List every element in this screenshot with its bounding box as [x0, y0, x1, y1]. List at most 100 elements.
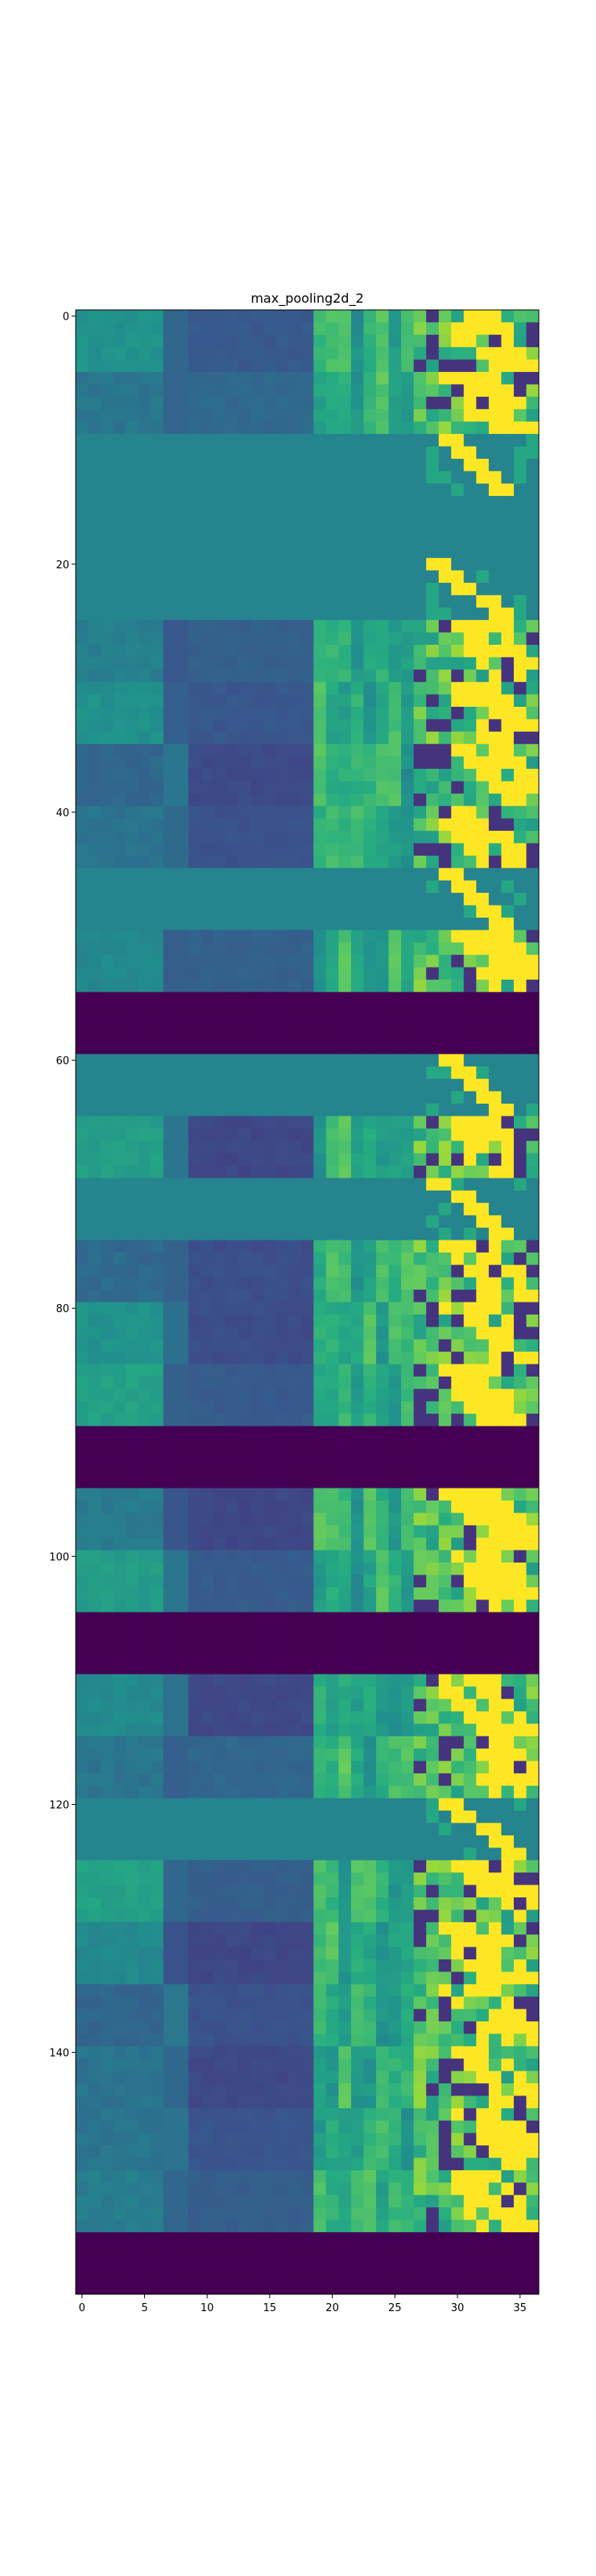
- heatmap-cell: [375, 334, 389, 348]
- heatmap-cell: [88, 1240, 101, 1253]
- heatmap-cell: [413, 359, 427, 373]
- heatmap-cell: [476, 1922, 490, 1935]
- heatmap-cell: [226, 1624, 239, 1637]
- heatmap-cell: [88, 1463, 101, 1476]
- heatmap-cell: [163, 1724, 176, 1737]
- heatmap-cell: [338, 421, 352, 435]
- heatmap-cell: [188, 880, 201, 894]
- heatmap-cell: [526, 1922, 540, 1935]
- heatmap-cell: [388, 657, 402, 671]
- heatmap-cell: [288, 967, 302, 980]
- heatmap-cell: [476, 1872, 490, 1885]
- heatmap-cell: [76, 1352, 89, 1364]
- heatmap-cell: [513, 1215, 527, 1228]
- heatmap-cell: [488, 955, 502, 968]
- heatmap-cell: [226, 1302, 239, 1315]
- heatmap-cell: [163, 1290, 176, 1302]
- heatmap-cell: [76, 496, 89, 509]
- heatmap-cell: [513, 1909, 527, 1923]
- heatmap-cell: [113, 508, 126, 522]
- heatmap-cell: [438, 1376, 452, 1389]
- heatmap-cell: [388, 1389, 402, 1402]
- heatmap-cell: [201, 1302, 214, 1315]
- heatmap-cell: [426, 570, 440, 584]
- heatmap-cell: [413, 582, 427, 596]
- heatmap-cell: [101, 1686, 114, 1699]
- heatmap-cell: [163, 1277, 176, 1290]
- heatmap-cell: [275, 1240, 289, 1253]
- heatmap-cell: [151, 818, 164, 832]
- heatmap-cell: [338, 682, 352, 695]
- heatmap-cell: [250, 769, 264, 782]
- heatmap-cell: [325, 1079, 339, 1092]
- heatmap-cell: [350, 1265, 364, 1278]
- heatmap-cell: [126, 1624, 139, 1637]
- heatmap-cell: [476, 595, 490, 609]
- heatmap-cell: [213, 1352, 226, 1364]
- heatmap-cell: [375, 1153, 389, 1166]
- heatmap-cell: [188, 756, 201, 770]
- heatmap-cell: [363, 1178, 377, 1191]
- heatmap-cell: [325, 1575, 339, 1588]
- heatmap-cell: [375, 1166, 389, 1179]
- heatmap-cell: [238, 1190, 251, 1203]
- heatmap-cell: [375, 744, 389, 758]
- heatmap-cell: [401, 1637, 414, 1650]
- heatmap-cell: [426, 1054, 440, 1067]
- heatmap-cell: [226, 930, 239, 943]
- heatmap-cell: [526, 434, 540, 447]
- heatmap-cell: [476, 1575, 490, 1588]
- heatmap-cell: [413, 806, 427, 819]
- heatmap-cell: [113, 632, 126, 646]
- heatmap-cell: [88, 893, 101, 906]
- heatmap-cell: [188, 855, 201, 869]
- heatmap-cell: [163, 694, 176, 708]
- heatmap-cell: [300, 1029, 314, 1042]
- heatmap-cell: [363, 620, 377, 633]
- heatmap-cell: [401, 483, 414, 497]
- heatmap-cell: [288, 1414, 302, 1426]
- heatmap-cell: [250, 893, 264, 906]
- heatmap-cell: [201, 1463, 214, 1476]
- heatmap-cell: [101, 1575, 114, 1588]
- heatmap-cell: [476, 843, 490, 857]
- heatmap-cell: [163, 1785, 176, 1799]
- heatmap-cell: [375, 533, 389, 547]
- heatmap-cell: [463, 1228, 477, 1241]
- heatmap-cell: [213, 917, 226, 931]
- heatmap-cell: [325, 1215, 339, 1228]
- heatmap-cell: [350, 1897, 364, 1910]
- heatmap-cell: [250, 1327, 264, 1340]
- heatmap-cell: [163, 905, 176, 919]
- heatmap-cell: [463, 669, 477, 683]
- heatmap-cell: [275, 1228, 289, 1241]
- heatmap-cell: [401, 1190, 414, 1203]
- heatmap-cell: [275, 1203, 289, 1216]
- heatmap-cell: [101, 731, 114, 745]
- heatmap-cell: [138, 1724, 151, 1737]
- heatmap-cell: [513, 1364, 527, 1377]
- heatmap-cell: [113, 1934, 126, 1948]
- heatmap-cell: [375, 384, 389, 398]
- heatmap-cell: [350, 1401, 364, 1414]
- heatmap-cell: [300, 955, 314, 968]
- heatmap-cell: [88, 421, 101, 435]
- heatmap-cell: [238, 1290, 251, 1302]
- heatmap-cell: [275, 1141, 289, 1154]
- heatmap-cell: [325, 682, 339, 695]
- heatmap-cell: [388, 1724, 402, 1737]
- heatmap-cell: [151, 1153, 164, 1166]
- heatmap-cell: [300, 1525, 314, 1538]
- heatmap-cell: [476, 942, 490, 956]
- heatmap-cell: [325, 322, 339, 336]
- heatmap-cell: [401, 1252, 414, 1265]
- heatmap-cell: [488, 1104, 502, 1117]
- heatmap-cell: [413, 1736, 427, 1749]
- heatmap-cell: [463, 1600, 477, 1613]
- heatmap-cell: [513, 719, 527, 733]
- heatmap-cell: [350, 1414, 364, 1426]
- heatmap-cell: [313, 1128, 327, 1141]
- heatmap-cell: [88, 533, 101, 547]
- heatmap-cell: [263, 781, 277, 795]
- heatmap-cell: [238, 1773, 251, 1786]
